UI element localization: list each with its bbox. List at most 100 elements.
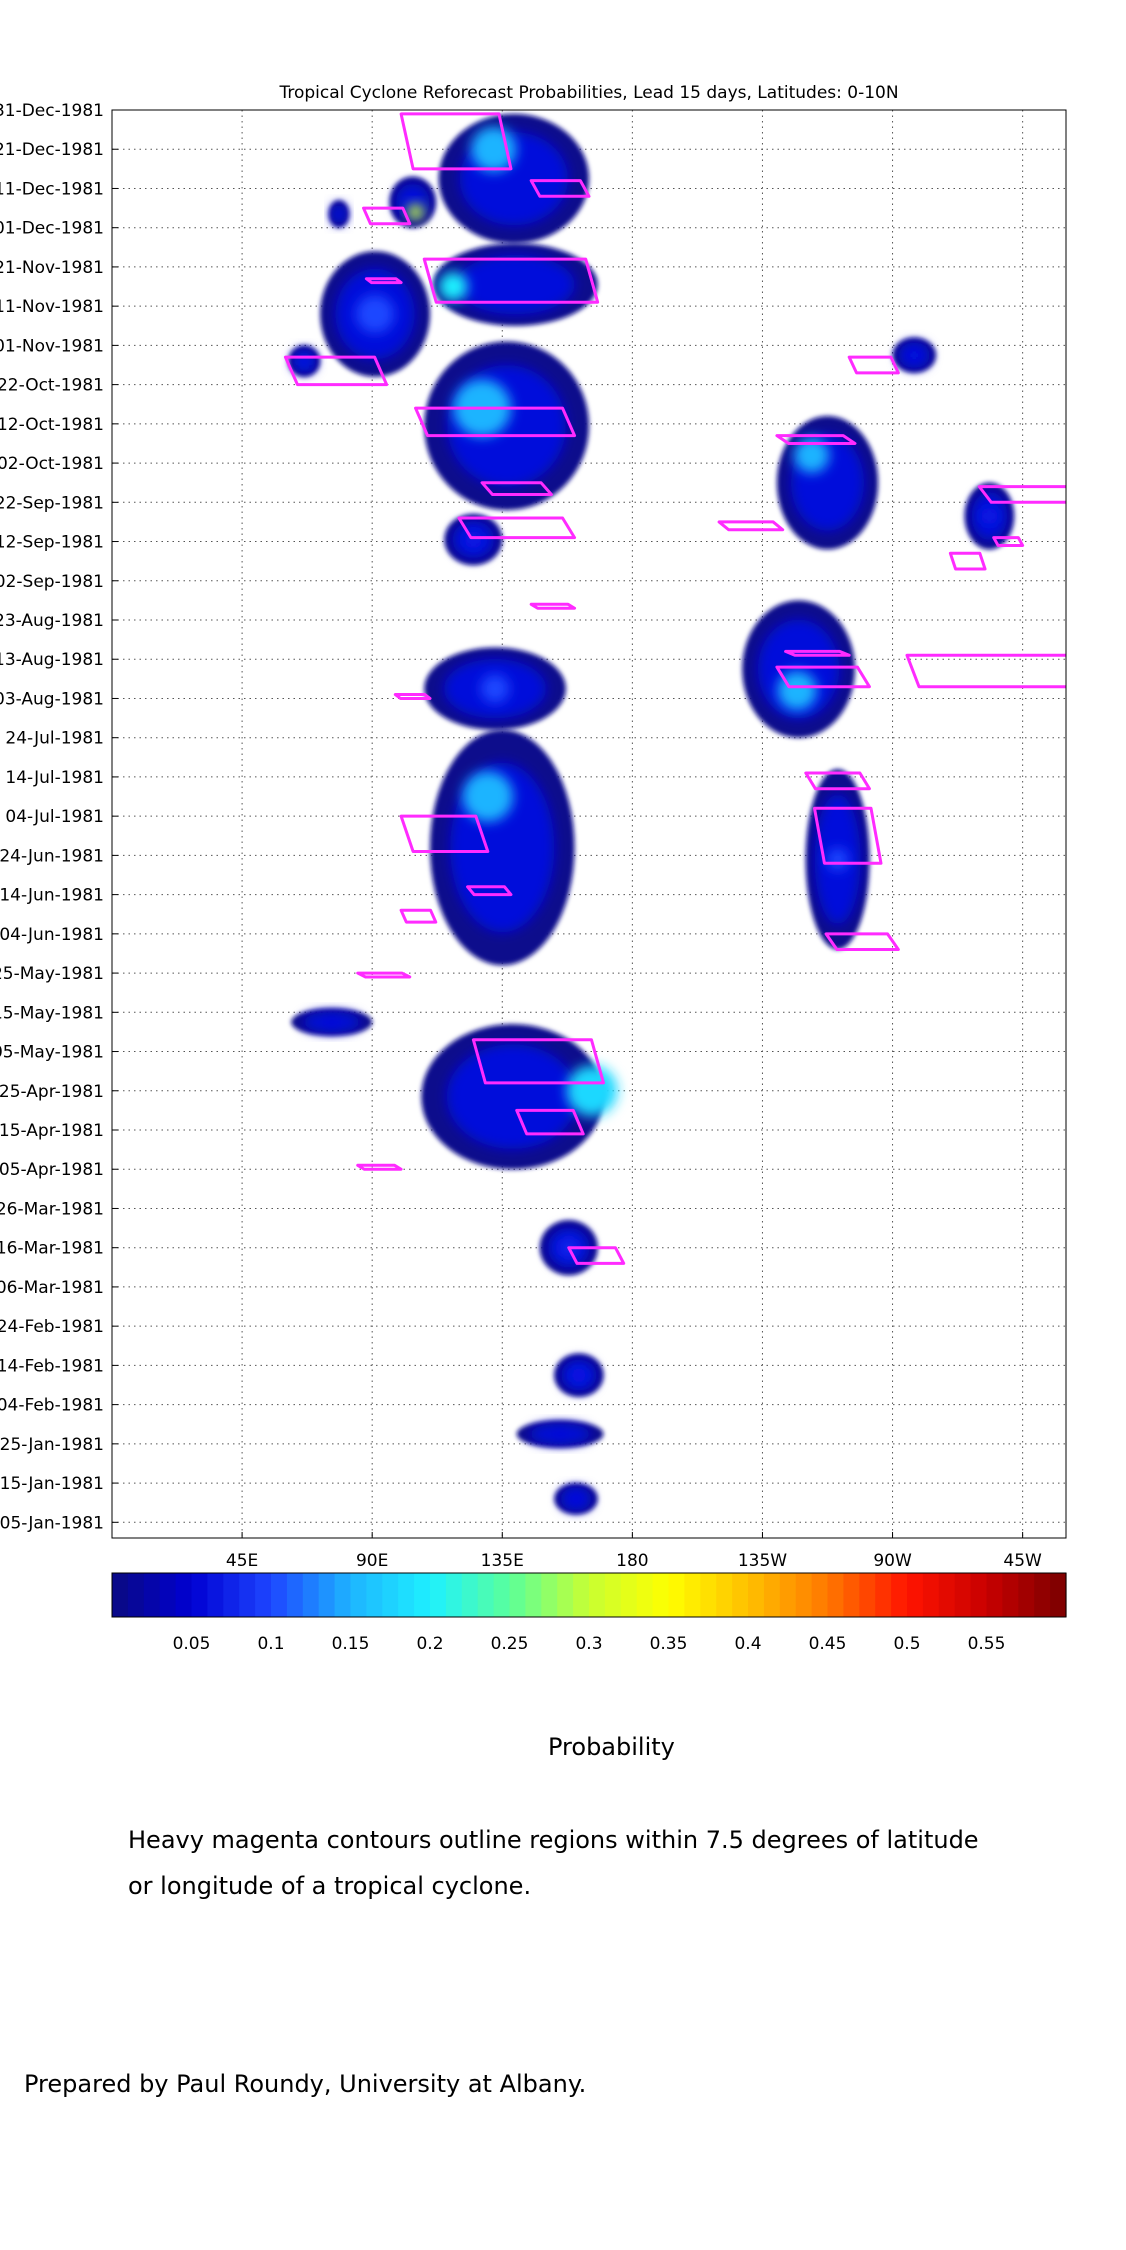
colorbar-swatch: [557, 1573, 574, 1617]
cyclone-contour: [992, 536, 1025, 547]
y-tick-label: 14-Jul-1981: [5, 768, 104, 788]
x-tick-label: 90E: [356, 1551, 388, 1571]
colorbar-swatch: [604, 1573, 622, 1617]
cyclone-contour: [399, 112, 513, 171]
colorbar-swatch: [1050, 1573, 1067, 1617]
y-tick-label: 05-Jan-1981: [0, 1513, 104, 1533]
region-peak: [571, 1367, 587, 1383]
x-tick-label: 45W: [1003, 1551, 1042, 1571]
colorbar-tick-label: 0.35: [650, 1634, 688, 1654]
region-peak: [793, 437, 830, 473]
colorbar-swatch: [891, 1573, 908, 1617]
plot-frame: [111, 109, 1067, 1539]
cyclone-contour: [905, 653, 1066, 689]
y-tick-label: 22-Sep-1981: [0, 493, 104, 513]
probability-region: [438, 113, 589, 244]
plot-area: [112, 110, 1066, 1538]
colorbar-swatch: [1034, 1573, 1051, 1617]
y-tick-label: 21-Nov-1981: [0, 258, 104, 278]
colorbar-swatch: [859, 1573, 876, 1617]
colorbar-swatch: [875, 1573, 892, 1617]
x-tick-label: 90W: [873, 1551, 912, 1571]
colorbar-tick-label: 0.55: [968, 1634, 1006, 1654]
credit-line: Prepared by Paul Roundy, University at A…: [24, 2070, 587, 2098]
colorbar-swatch: [716, 1573, 733, 1617]
colorbar-tick-label: 0.3: [575, 1634, 602, 1654]
y-tick-label: 15-Jan-1981: [0, 1474, 104, 1494]
colorbar-swatch: [986, 1573, 1003, 1617]
region-peak: [480, 674, 510, 704]
y-tick-label: 13-Aug-1981: [0, 650, 104, 670]
colorbar-swatch: [318, 1573, 336, 1617]
colorbar-swatch: [302, 1573, 320, 1617]
probability-region: [291, 1008, 373, 1036]
caption: Heavy magenta contours outline regions w…: [128, 1817, 979, 1909]
y-tick-label: 04-Jun-1981: [0, 925, 104, 945]
y-tick-label: 22-Oct-1981: [0, 376, 104, 396]
cyclone-contour: [717, 520, 785, 532]
probability-region: [554, 1483, 598, 1515]
probability-region: [516, 1420, 604, 1448]
cyclone-contour: [466, 885, 513, 897]
y-tick-label: 24-Jun-1981: [0, 846, 104, 866]
y-tick-label: 11-Dec-1981: [0, 179, 104, 199]
colorbar-swatch: [382, 1573, 399, 1617]
cyclone-contour: [948, 551, 987, 571]
colorbar-swatch: [668, 1573, 685, 1617]
y-tick-label: 25-May-1981: [0, 964, 104, 984]
colorbar-swatch: [191, 1573, 208, 1617]
x-tick-label: 180: [616, 1551, 648, 1571]
colorbar-swatch: [541, 1573, 558, 1617]
y-tick-label: 06-Mar-1981: [0, 1278, 104, 1298]
colorbar-swatch: [970, 1573, 988, 1617]
colorbar-swatch: [700, 1573, 717, 1617]
colorbar-swatch: [954, 1573, 972, 1617]
chart-title: Tropical Cyclone Reforecast Probabilitie…: [278, 83, 898, 103]
cyclone-contour: [812, 806, 883, 865]
cyclone-contour: [529, 602, 577, 610]
region-peak: [555, 1429, 565, 1439]
colorbar-swatch: [127, 1573, 145, 1617]
region-peak: [566, 1065, 618, 1117]
probability-region: [424, 647, 566, 730]
cyclone-contour: [422, 257, 600, 304]
cyclone-contour: [480, 481, 553, 496]
cyclone-contour: [775, 665, 871, 689]
y-tick-label: 03-Aug-1981: [0, 689, 104, 709]
colorbar-swatch: [143, 1573, 161, 1617]
probability-region: [742, 600, 855, 738]
cyclone-contour: [356, 971, 412, 979]
cyclone-contour: [977, 485, 1066, 504]
y-tick-label: 15-Apr-1981: [0, 1121, 104, 1141]
colorbar-swatch: [938, 1573, 956, 1617]
colorbar-swatch: [811, 1573, 829, 1617]
y-tick-label: 15-May-1981: [0, 1003, 104, 1023]
cyclone-contour: [457, 516, 577, 540]
region-peak: [438, 272, 468, 301]
colorbar-swatch: [779, 1573, 797, 1617]
probability-region: [424, 341, 589, 511]
colorbar-swatch: [922, 1573, 940, 1617]
colorbar-tick-label: 0.45: [809, 1634, 847, 1654]
colorbar-swatch: [334, 1573, 352, 1617]
colorbar-swatch: [573, 1573, 590, 1617]
y-tick-label: 01-Dec-1981: [0, 219, 104, 239]
colorbar-swatch: [207, 1573, 224, 1617]
colorbar-frame: [111, 1572, 1067, 1618]
colorbar-tick-label: 0.5: [893, 1634, 920, 1654]
region-core: [455, 254, 575, 315]
cyclone-contour: [356, 1163, 403, 1171]
y-tick-label: 12-Sep-1981: [0, 533, 104, 553]
y-tick-label: 04-Jul-1981: [5, 807, 104, 827]
y-tick-label: 11-Nov-1981: [0, 297, 104, 317]
probability-region: [554, 1353, 604, 1397]
cyclone-contour: [399, 908, 438, 924]
colorbar-swatch: [445, 1573, 463, 1617]
colorbar-swatch: [843, 1573, 860, 1617]
cyclone-contour: [393, 693, 432, 700]
region-peak: [326, 1017, 337, 1027]
colorbar-swatch: [175, 1573, 193, 1617]
y-tick-label: 26-Mar-1981: [0, 1199, 104, 1219]
y-tick-label: 04-Feb-1981: [0, 1396, 104, 1416]
